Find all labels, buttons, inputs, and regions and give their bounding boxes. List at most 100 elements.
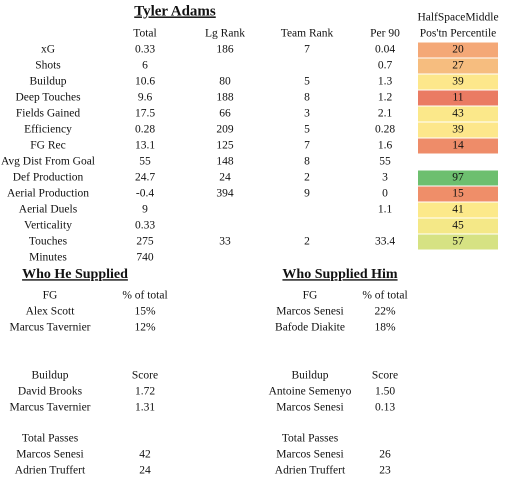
column-header: Per 90 <box>370 28 400 40</box>
percentile-cell <box>418 234 498 250</box>
player-name: Tyler Adams <box>134 3 216 19</box>
row-label: Efficiency <box>24 124 72 136</box>
player-name-cell: Marcos Senesi <box>276 402 343 414</box>
stat-cell: 0.04 <box>375 44 395 56</box>
stat-cell: 33 <box>219 236 231 248</box>
percentile-value: 27 <box>452 60 464 72</box>
player-name-cell: Marcos Senesi <box>16 449 83 461</box>
stat-cell: 7 <box>304 140 310 152</box>
percentile-value: 20 <box>452 44 464 56</box>
row-label: Buildup <box>29 76 66 88</box>
percentile-cell <box>418 202 498 218</box>
row-label: Deep Touches <box>15 92 81 104</box>
player-name-cell: Bafode Diakite <box>275 322 345 334</box>
player-value-cell: 18% <box>374 322 396 334</box>
stat-cell: 6 <box>142 60 148 72</box>
section-header: % of total <box>362 290 407 302</box>
stat-cell: 740 <box>136 252 154 264</box>
panel-title: Who He Supplied <box>22 267 128 282</box>
percentile-cell <box>418 90 498 106</box>
stat-cell: 8 <box>304 156 310 168</box>
stat-cell: 17.5 <box>135 108 155 120</box>
stat-cell: 0 <box>382 188 388 200</box>
stat-cell: 55 <box>379 156 391 168</box>
column-header: Team Rank <box>281 28 334 40</box>
stat-cell: 9 <box>304 188 310 200</box>
row-label: Def Production <box>13 172 84 184</box>
percentile-value: 39 <box>452 76 464 88</box>
stat-cell: 0.28 <box>375 124 395 136</box>
player-value-cell: 12% <box>134 322 156 334</box>
stat-cell: 5 <box>304 76 310 88</box>
percentile-value: 11 <box>452 92 463 104</box>
player-name-cell: Marcus Tavernier <box>9 322 90 334</box>
percentile-value: 57 <box>452 236 464 248</box>
section-header: Total Passes <box>282 433 339 445</box>
stat-cell: 9.6 <box>138 92 153 104</box>
stat-cell: 0.28 <box>135 124 155 136</box>
percentile-value: 41 <box>452 204 464 216</box>
stat-cell: 125 <box>216 140 234 152</box>
player-value-cell: 22% <box>374 306 396 318</box>
percentile-cell <box>418 186 498 202</box>
section-header: Total Passes <box>22 433 79 445</box>
player-value-cell: 15% <box>134 306 156 318</box>
stat-cell: 275 <box>136 236 154 248</box>
row-label: Shots <box>35 60 61 72</box>
player-name-cell: Antoine Semenyo <box>269 386 352 398</box>
stat-cell: 188 <box>216 92 234 104</box>
stat-cell: 2.1 <box>378 108 393 120</box>
stat-cell: 3 <box>382 172 388 184</box>
percentile-value: 15 <box>452 188 464 200</box>
percentile-cell <box>418 122 498 138</box>
stat-cell: 7 <box>304 44 310 56</box>
player-name-cell: Marcus Tavernier <box>9 402 90 414</box>
stat-cell: 24 <box>219 172 231 184</box>
stat-cell: 55 <box>139 156 151 168</box>
stat-cell: 209 <box>216 124 234 136</box>
player-name-cell: Adrien Truffert <box>275 465 346 477</box>
row-label: Touches <box>29 236 68 248</box>
percentile-cell <box>418 106 498 122</box>
column-header: Lg Rank <box>205 28 245 40</box>
stat-cell: 0.33 <box>135 44 155 56</box>
percentile-header: HalfSpaceMiddle <box>417 12 498 24</box>
percentile-value: 39 <box>452 124 464 136</box>
stat-cell: 33.4 <box>375 236 395 248</box>
stat-cell: -0.4 <box>136 188 154 200</box>
stat-cell: 80 <box>219 76 231 88</box>
player-value-cell: 1.72 <box>135 386 155 398</box>
stat-cell: 8 <box>304 92 310 104</box>
section-header: Score <box>132 370 158 382</box>
player-value-cell: 26 <box>379 449 391 461</box>
section-header: Buildup <box>31 370 68 382</box>
row-label: Fields Gained <box>16 108 80 120</box>
stat-cell: 5 <box>304 124 310 136</box>
stat-cell: 1.1 <box>378 204 393 216</box>
percentile-value: 14 <box>452 140 464 152</box>
row-label: Verticality <box>24 220 72 232</box>
stat-cell: 148 <box>216 156 234 168</box>
row-label: Minutes <box>29 252 67 264</box>
stat-cell: 13.1 <box>135 140 155 152</box>
section-header: Buildup <box>291 370 328 382</box>
player-name-cell: David Brooks <box>18 386 83 398</box>
stat-cell: 1.2 <box>378 92 393 104</box>
stat-cell: 66 <box>219 108 231 120</box>
player-value-cell: 1.31 <box>135 402 155 414</box>
stat-cell: 2 <box>304 236 310 248</box>
stat-cell: 3 <box>304 108 310 120</box>
percentile-header: Pos'tn Percentile <box>420 28 497 40</box>
player-value-cell: 0.13 <box>375 402 395 414</box>
player-value-cell: 24 <box>139 465 151 477</box>
section-header: % of total <box>122 290 167 302</box>
player-name-cell: Alex Scott <box>26 306 76 318</box>
section-header: Score <box>372 370 398 382</box>
section-header: FG <box>303 290 318 302</box>
stat-cell: 10.6 <box>135 76 155 88</box>
player-name-cell: Adrien Truffert <box>15 465 86 477</box>
stat-cell: 186 <box>216 44 234 56</box>
percentile-cell <box>418 170 498 186</box>
row-label: FG Rec <box>30 140 65 152</box>
